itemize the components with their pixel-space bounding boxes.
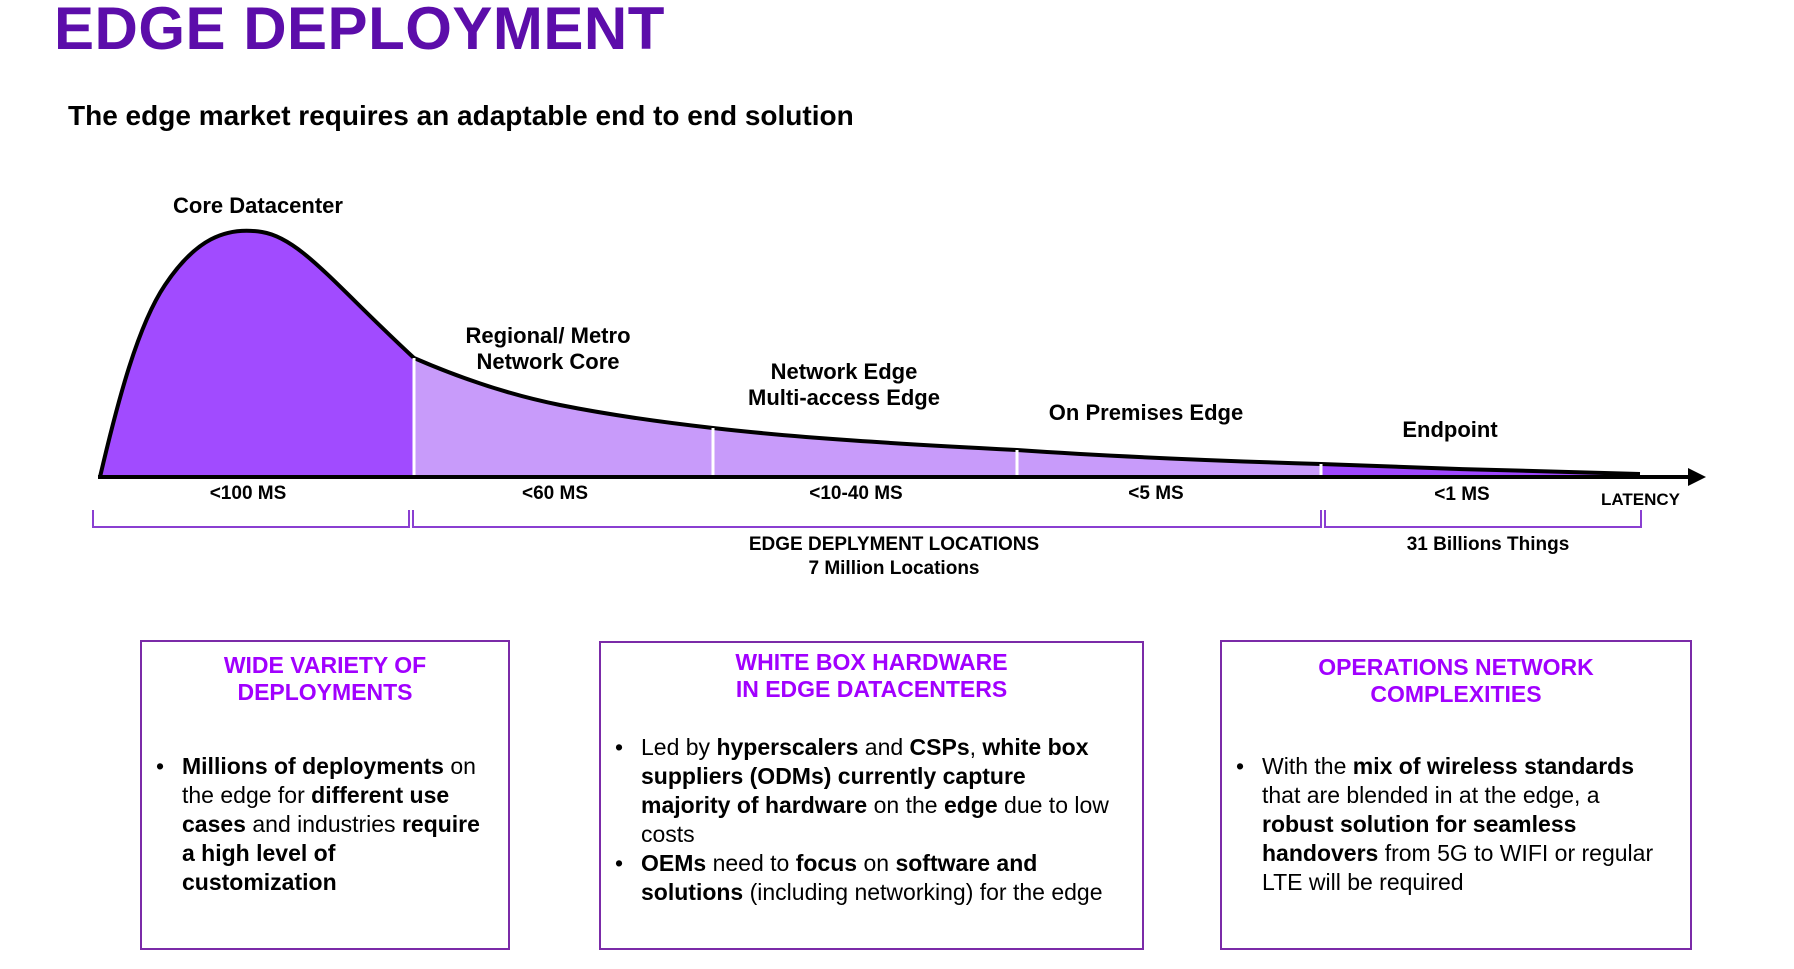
- text: With the: [1262, 753, 1353, 779]
- group-label-endpoints: 31 Billions Things: [1406, 534, 1570, 555]
- bracket-core: [92, 510, 410, 528]
- bold-text: edge: [943, 792, 998, 818]
- text: on the edge for: [182, 753, 476, 808]
- bold-text: focus: [795, 850, 858, 876]
- segment-network-edge: [713, 428, 1017, 477]
- latency-label-network-edge: <10-40 MS: [809, 483, 903, 504]
- text: due to low costs: [641, 792, 1109, 847]
- text: on the: [867, 792, 944, 818]
- latency-distribution-diagram: [92, 228, 1706, 528]
- tier-label-network-edge: Network Edge Multi-access Edge: [748, 359, 940, 410]
- segment-core-datacenter: [100, 230, 414, 477]
- bold-text: robust solution for seamless handovers: [1262, 811, 1577, 866]
- text: Led by: [641, 734, 717, 760]
- segment-on-premises: [1017, 450, 1321, 477]
- text: on: [857, 850, 896, 876]
- text: that are blended in at the edge, a: [1262, 782, 1600, 808]
- latency-label-regional: <60 MS: [521, 483, 589, 504]
- card-wide-variety: WIDE VARIETY OF DEPLOYMENTS Millions of …: [140, 640, 510, 950]
- card-white-box-hardware: WHITE BOX HARDWARE IN EDGE DATACENTERS L…: [599, 641, 1144, 950]
- bullet-item: Led by hyperscalers and CSPs, white box …: [615, 733, 1118, 849]
- bold-text: hyperscalers: [716, 734, 859, 760]
- card-title: WIDE VARIETY OF DEPLOYMENTS: [223, 652, 427, 705]
- bullet-item: Millions of deployments on the edge for …: [156, 752, 484, 897]
- bullet-item: With the mix of wireless standards that …: [1236, 752, 1666, 897]
- latency-axis-arrow-icon: [1688, 468, 1706, 486]
- card-bullet-list: With the mix of wireless standards that …: [1222, 752, 1690, 897]
- page-title: EDGE DEPLOYMENT: [54, 0, 665, 62]
- latency-label-on-premises: <5 MS: [1128, 483, 1184, 504]
- text: and: [858, 734, 910, 760]
- group-label-edge-locations: EDGE DEPLYMENT LOCATIONS 7 Million Locat…: [748, 534, 1040, 579]
- bold-text: Millions of deployments: [182, 753, 444, 779]
- card-bullet-list: Led by hyperscalers and CSPs, white box …: [601, 733, 1142, 907]
- bracket-edge-locations: [412, 510, 1322, 528]
- bold-text: OEMs: [641, 850, 707, 876]
- distribution-curve: [98, 228, 1641, 478]
- bold-text: require a high level of customization: [182, 811, 480, 895]
- latency-label-endpoint: <1 MS: [1434, 484, 1490, 505]
- bullet-item: OEMs need to focus on software and solut…: [615, 849, 1118, 907]
- tier-label-on-premises: On Premises Edge: [1048, 400, 1244, 425]
- bracket-endpoints: [1324, 510, 1642, 528]
- card-title: WHITE BOX HARDWARE IN EDGE DATACENTERS: [735, 649, 1008, 702]
- text: ,: [969, 734, 983, 760]
- tier-label-endpoint: Endpoint: [1402, 417, 1498, 442]
- page-subtitle: The edge market requires an adaptable en…: [68, 100, 854, 131]
- bold-text: mix of wireless standards: [1352, 753, 1634, 779]
- text: from 5G to WIFI or regular LTE will be r…: [1262, 840, 1654, 895]
- tier-label-core-datacenter: Core Datacenter: [173, 193, 343, 218]
- text: need to: [706, 850, 796, 876]
- bold-text: CSPs: [909, 734, 970, 760]
- card-operations-network: OPERATIONS NETWORK COMPLEXITIES With the…: [1220, 640, 1692, 950]
- card-bullet-list: Millions of deployments on the edge for …: [142, 752, 508, 897]
- tier-label-regional-metro: Regional/ Metro Network Core: [465, 323, 631, 374]
- segment-dividers: [412, 358, 1323, 476]
- latency-axis-label: LATENCY: [1601, 490, 1681, 509]
- bold-text: different use cases: [182, 782, 450, 837]
- bold-text: software and solutions: [641, 850, 1038, 905]
- bold-text: white box suppliers (ODMs) currently cap…: [641, 734, 1089, 818]
- text: and industries: [245, 811, 402, 837]
- text: (including networking) for the edge: [743, 879, 1103, 905]
- latency-label-core: <100 MS: [209, 483, 287, 504]
- card-title: OPERATIONS NETWORK COMPLEXITIES: [1318, 654, 1594, 707]
